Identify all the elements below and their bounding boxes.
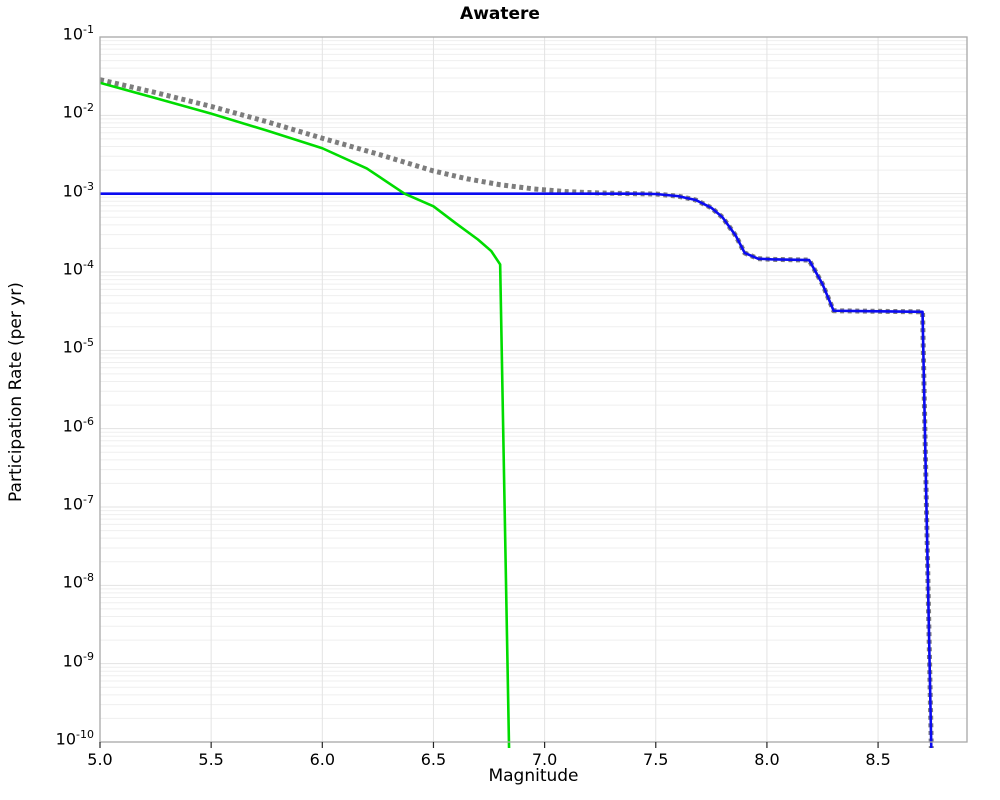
y-tick-label: 10-1 bbox=[62, 23, 94, 44]
y-tick-label: 10-10 bbox=[55, 728, 94, 749]
y-tick-label: 10-6 bbox=[62, 414, 94, 435]
x-tick-label: 5.0 bbox=[87, 750, 113, 769]
x-tick-label: 8.0 bbox=[754, 750, 780, 769]
y-tick-label: 10-2 bbox=[62, 101, 94, 122]
series-characteristic-rate-blue bbox=[100, 192, 933, 748]
y-tick-label: 10-9 bbox=[62, 649, 94, 670]
series-total-rate-dotted bbox=[100, 77, 934, 748]
x-tick-label: 6.5 bbox=[420, 750, 447, 769]
y-tick-label: 10-4 bbox=[62, 258, 94, 279]
y-tick-label: 10-3 bbox=[62, 179, 94, 200]
y-tick-label: 10-7 bbox=[62, 493, 94, 514]
y-axis-label: Participation Rate (per yr) bbox=[6, 282, 26, 502]
x-tick-label: 6.0 bbox=[309, 750, 336, 769]
plot-frame bbox=[99, 36, 968, 743]
chart-title: Awatere bbox=[460, 4, 540, 24]
series-gutenberg-richter-rate-green bbox=[100, 81, 511, 748]
x-tick-label: 5.5 bbox=[198, 750, 224, 769]
x-tick-label: 7.5 bbox=[643, 750, 669, 769]
x-tick-label: 7.0 bbox=[531, 750, 558, 769]
x-axis-label: Magnitude bbox=[488, 766, 579, 786]
x-tick-label: 8.5 bbox=[865, 750, 891, 769]
y-tick-label: 10-8 bbox=[62, 571, 94, 592]
y-tick-label: 10-5 bbox=[62, 336, 94, 357]
